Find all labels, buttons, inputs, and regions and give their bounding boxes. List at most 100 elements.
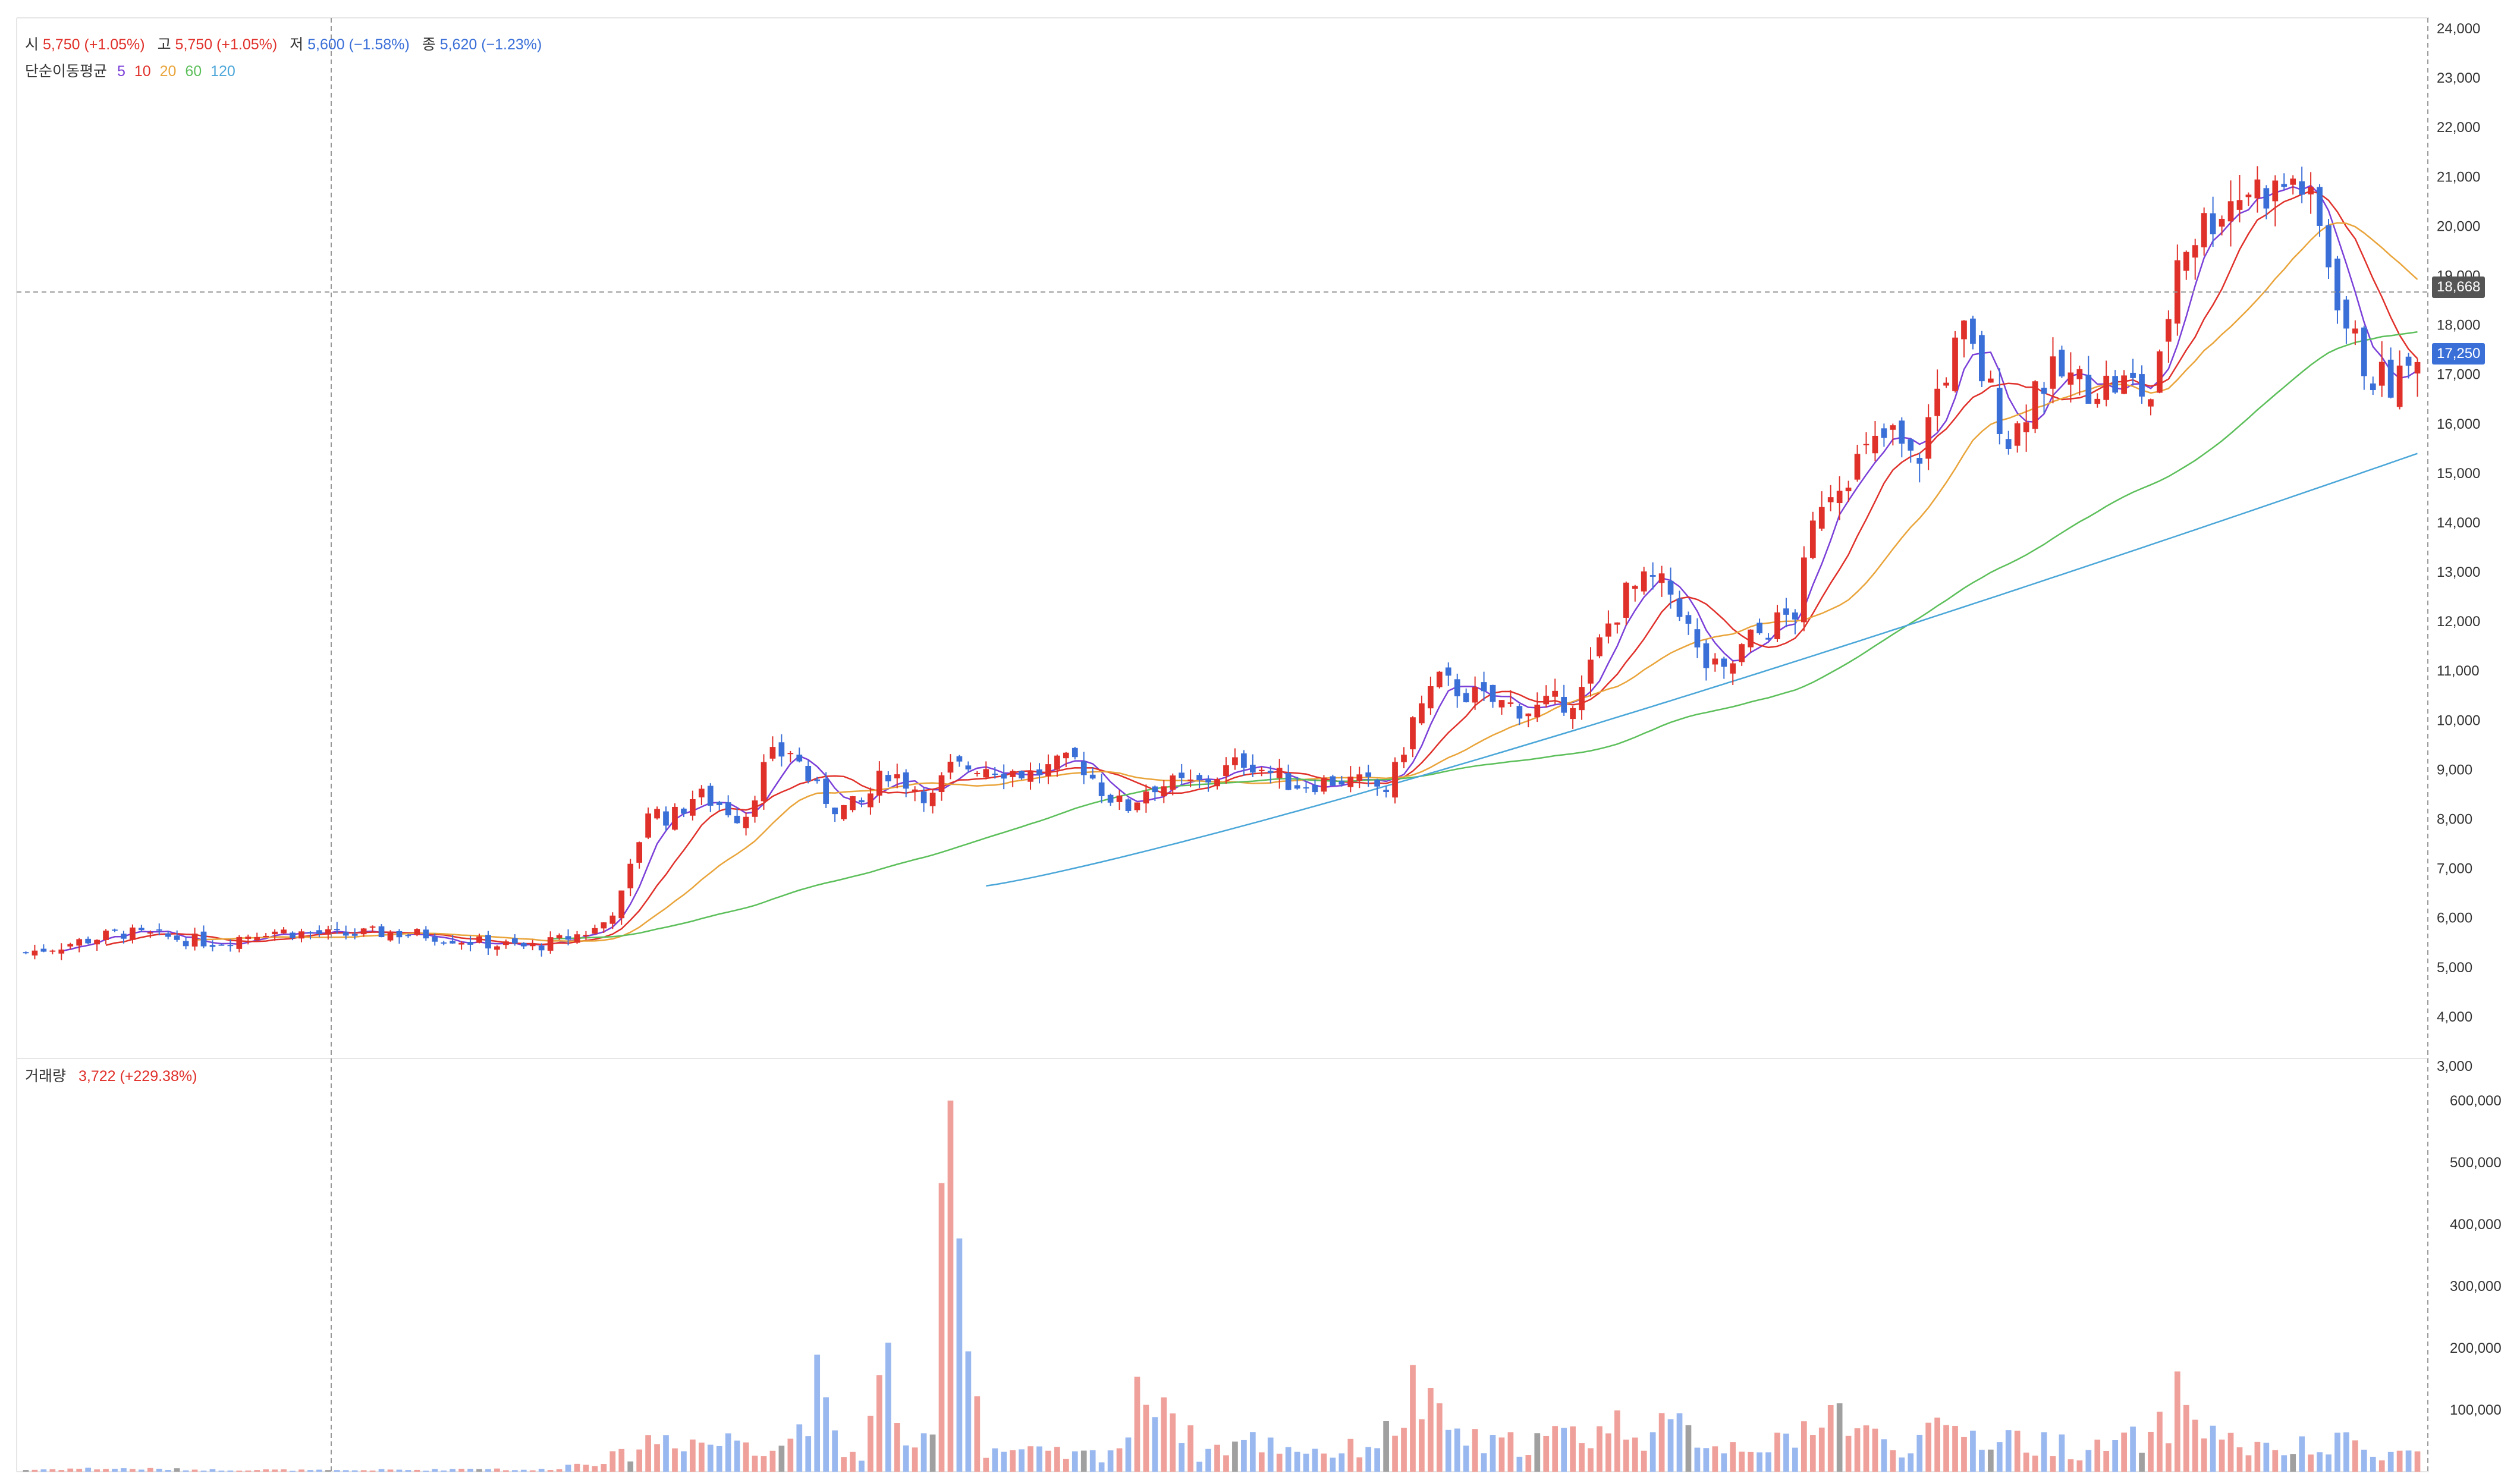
candle-body — [1881, 428, 1887, 438]
candle-body — [2121, 375, 2127, 394]
candle-body — [1943, 382, 1949, 386]
volume-bar — [1658, 1413, 1665, 1472]
candle-body — [1703, 643, 1710, 668]
volume-bar — [520, 1469, 527, 1472]
volume-bar — [1863, 1425, 1869, 1472]
volume-bar — [2059, 1434, 2065, 1472]
volume-bar — [805, 1436, 812, 1472]
volume-bar — [796, 1424, 803, 1472]
volume-bar — [2290, 1454, 2296, 1472]
volume-bar — [1232, 1441, 1238, 1472]
candle-body — [707, 786, 714, 806]
candle-body — [112, 929, 118, 931]
volume-bar — [2334, 1432, 2340, 1472]
volume-bar — [956, 1238, 963, 1472]
candle-body — [414, 929, 420, 935]
candle-body — [2094, 398, 2101, 404]
candle-body — [796, 755, 803, 762]
candle-body — [690, 799, 696, 816]
candle-body — [1338, 780, 1345, 785]
volume-bar — [1961, 1437, 1967, 1472]
volume-bar — [2227, 1432, 2234, 1472]
volume-legend: 거래량 3,722 (+229.38%) — [25, 1064, 197, 1086]
candle-body — [94, 940, 100, 945]
price-tick-label: 18,000 — [2437, 318, 2480, 334]
volume-bar — [405, 1470, 411, 1472]
volume-bar — [227, 1470, 234, 1472]
candle-body — [787, 753, 794, 755]
volume-bar — [1445, 1429, 1451, 1472]
volume-bar — [351, 1470, 358, 1472]
volume-bar — [1943, 1425, 1949, 1472]
volume-bar — [1827, 1405, 1834, 1472]
price-tick-label: 15,000 — [2437, 466, 2480, 482]
candle-body — [103, 931, 109, 940]
volume-bar — [529, 1470, 536, 1472]
open-label: 시 — [25, 36, 39, 53]
candle-body — [2396, 365, 2403, 407]
volume-bar — [2139, 1453, 2145, 1472]
volume-bar — [832, 1430, 838, 1472]
candle-body — [1579, 687, 1585, 711]
volume-bar — [859, 1460, 865, 1472]
volume-bar — [1507, 1432, 1514, 1472]
price-tick-label: 21,000 — [2437, 169, 2480, 185]
volume-bar — [343, 1470, 349, 1472]
volume-bar — [1765, 1452, 1771, 1472]
candle-body — [1498, 700, 1505, 708]
volume-bar — [2103, 1450, 2110, 1472]
volume-bar — [1667, 1419, 1674, 1472]
volume-bar — [1597, 1426, 1603, 1472]
candle-body — [2032, 381, 2038, 429]
volume-bar — [298, 1469, 304, 1472]
volume-bar — [218, 1471, 225, 1472]
volume-bar — [236, 1471, 243, 1472]
volume-bar — [396, 1469, 403, 1472]
candle-body — [983, 769, 989, 778]
ma-legend[interactable]: 단순이동평균 5 10 20 60 120 — [25, 59, 235, 81]
candle-body — [894, 774, 900, 779]
candle-body — [458, 942, 464, 945]
candle-body — [245, 937, 252, 939]
volume-bar — [663, 1435, 669, 1472]
ma-title: 단순이동평균 — [25, 63, 108, 80]
volume-bar — [2076, 1460, 2083, 1472]
candle-body — [165, 933, 171, 937]
candle-body — [2059, 350, 2065, 377]
volume-bar — [912, 1447, 918, 1472]
candle-body — [868, 793, 873, 808]
candle-body — [209, 945, 216, 947]
candle-body — [2370, 383, 2376, 391]
volume-tick-label: 500,000 — [2450, 1155, 2502, 1171]
volume-bar — [1303, 1453, 1309, 1472]
volume-bar — [2299, 1436, 2305, 1472]
volume-bar — [2272, 1450, 2279, 1472]
candle-body — [423, 929, 429, 939]
candle-body — [645, 813, 651, 838]
volume-bar — [903, 1445, 909, 1472]
candle-body — [1525, 714, 1532, 717]
candle-body — [1454, 679, 1460, 696]
volume-bar — [547, 1470, 554, 1472]
volume-bar — [1045, 1450, 1051, 1472]
candle-body — [1010, 771, 1016, 777]
volume-bar — [103, 1469, 109, 1472]
candle-body — [485, 935, 491, 948]
volume-bar — [627, 1461, 634, 1472]
volume-bar — [690, 1439, 696, 1472]
candle-body — [2326, 225, 2332, 268]
candle-body — [609, 915, 616, 924]
volume-bar — [369, 1471, 376, 1472]
volume-bar — [681, 1451, 687, 1472]
volume-bar — [2174, 1371, 2180, 1472]
volume-bar — [2014, 1430, 2021, 1472]
candle-body — [743, 816, 749, 828]
volume-bar — [2157, 1412, 2163, 1472]
candle-body — [1712, 658, 1718, 665]
candle-body — [1827, 497, 1834, 502]
volume-bar — [894, 1422, 900, 1472]
volume-bar — [1196, 1462, 1202, 1472]
candle-body — [1890, 425, 1896, 430]
